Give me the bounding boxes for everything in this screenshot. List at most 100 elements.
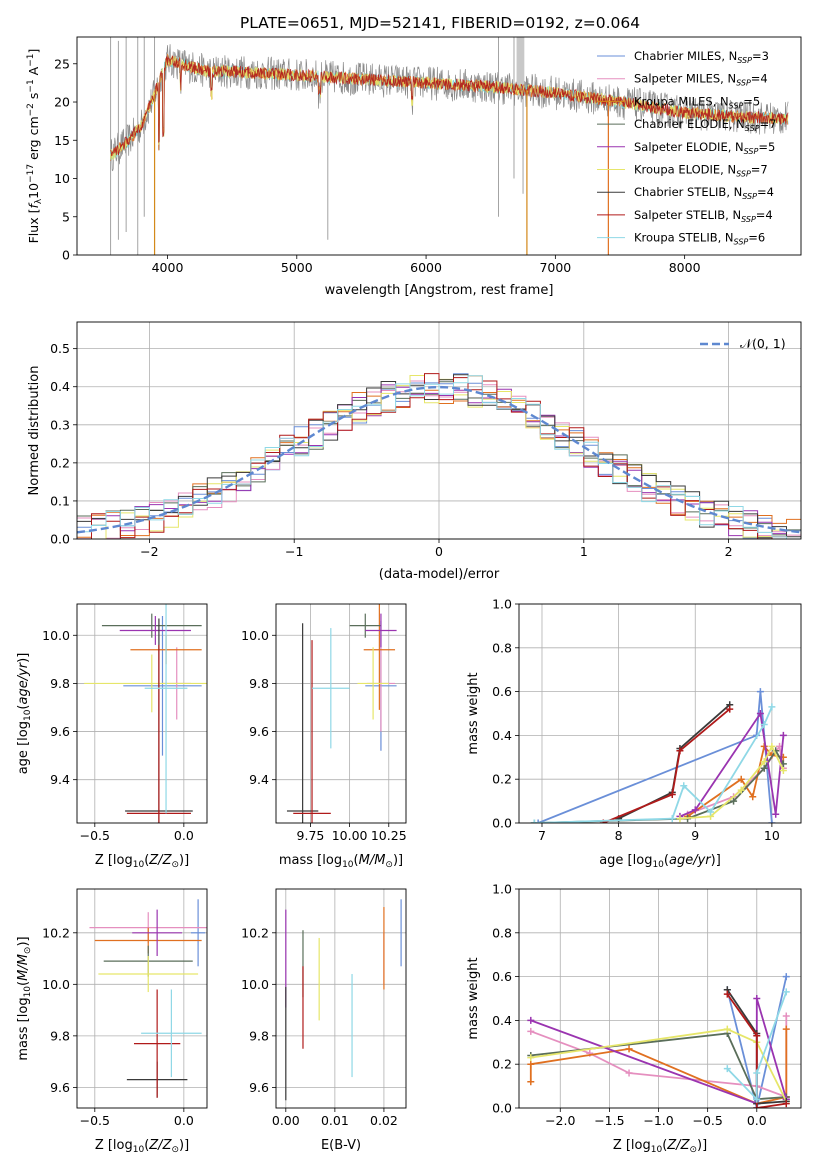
masked-region (516, 37, 525, 87)
age_vs_mass-ytick-label: 9.8 (249, 676, 269, 691)
series-line-8 (602, 708, 731, 823)
mw_vs_age-ytick-label: 1.0 (492, 597, 512, 612)
mw_vs_age-ytick-label: 0.6 (492, 684, 512, 699)
series-line-7 (618, 704, 731, 820)
mw-vs-Z-xlabel: Z [log10(Z/Z⊙)] (613, 1138, 707, 1155)
series-marker-6 (768, 742, 776, 750)
series-marker-1 (756, 688, 764, 696)
normal-curve (77, 385, 801, 534)
legend-label-1: Chabrier MILES, NSSP=3 (634, 49, 769, 65)
residuals-xtick-label: −2 (140, 544, 158, 559)
series-marker-9 (760, 720, 768, 728)
mass_vs_ebv-ytick-label: 9.6 (249, 1080, 269, 1095)
series-marker-5 (772, 810, 780, 818)
mw_vs_Z-xtick-label: −2.0 (545, 1113, 575, 1128)
series-marker-6 (527, 1054, 535, 1062)
series-line-4 (530, 1032, 787, 1101)
series-marker-8 (753, 1104, 761, 1108)
spectrum-lines (110, 37, 789, 255)
series-marker-6 (737, 786, 745, 794)
mass_vs_Z-frame (76, 888, 208, 1109)
mw_vs_age-series (530, 688, 787, 823)
spectrum-ytick-label: 15 (54, 133, 70, 148)
series-marker-2 (782, 1012, 790, 1020)
mw_vs_Z-xtick-label: −0.5 (692, 1113, 722, 1128)
residuals-xtick-label: 2 (725, 544, 733, 559)
series-marker-2 (527, 1027, 535, 1035)
age_vs_mass-xtick-label: 10.00 (332, 828, 368, 843)
series-marker-5 (756, 710, 764, 717)
mw_vs_age-xtick-label: 9 (691, 828, 699, 843)
series-marker-5 (527, 1016, 535, 1024)
series-marker-1 (768, 819, 776, 823)
legend-label-6: Kroupa ELODIE, NSSP=7 (634, 163, 768, 179)
series-line-6 (679, 744, 785, 820)
mass-ylabel: mass [log10(M/M⊙)] (16, 936, 33, 1060)
legend-label-4: Chabrier ELODIE, NSSP=7 (634, 117, 776, 133)
mass_vs_ebv-ytick-label: 10.2 (241, 925, 269, 940)
legend-label-7: Chabrier STELIB, NSSP=4 (634, 185, 774, 201)
mw_vs_Z-ytick-label: 0.4 (492, 1013, 512, 1028)
spectrum-xtick-label: 7000 (539, 260, 571, 275)
spectrum-xtick-label: 5000 (281, 260, 313, 275)
mw_vs_age-xtick-label: 8 (615, 828, 623, 843)
series-marker-9 (753, 1069, 761, 1077)
series-line-9 (534, 706, 773, 823)
spectrum-xtick-label: 4000 (152, 260, 184, 275)
series-marker-8 (723, 990, 731, 998)
mw_vs_Z-ytick-label: 1.0 (492, 882, 512, 897)
series-marker-8 (676, 747, 684, 755)
series-line-4 (534, 748, 785, 823)
normal-legend-label: 𝒩(0, 1) (740, 336, 786, 351)
series-marker-2 (625, 1069, 633, 1077)
legend-label-5: Salpeter ELODIE, NSSP=5 (634, 140, 775, 156)
age_vs_mass-xtick-label: 9.75 (297, 828, 325, 843)
residuals-ytick-label: 0.2 (50, 455, 70, 470)
spectrum-ytick-label: 10 (54, 171, 70, 186)
residuals-xtick-label: −1 (285, 544, 303, 559)
residuals-ylabel: Normed distribution (27, 366, 42, 496)
mass_vs_ebv-xtick-label: 0.02 (370, 1113, 398, 1128)
spectrum-ytick-label: 5 (62, 209, 70, 224)
series-marker-9 (723, 1065, 731, 1073)
series-marker-3 (625, 1045, 633, 1053)
spectrum-ylabel: Flux [fλ10−17 erg cm−2 s−1 A−1] (26, 49, 44, 244)
mw_vs_Z-xtick-label: 0.0 (747, 1113, 767, 1128)
spectrum-xtick-label: 6000 (410, 260, 442, 275)
age_vs_Z-axes: −0.5 0.0 9.4 9.6 9.8 10.0 (42, 604, 207, 843)
model-spectrum-line (110, 56, 789, 161)
series-marker-9 (768, 703, 776, 711)
mw_vs_age-ytick-label: 0.0 (492, 816, 512, 831)
series-marker-1 (782, 973, 790, 981)
mw_vs_age-ytick-label: 0.4 (492, 728, 512, 743)
histogram-series-9 (77, 375, 801, 539)
series-marker-8 (782, 1100, 790, 1108)
series-marker-4 (760, 764, 768, 772)
age_vs_mass-xtick-label: 10.25 (371, 828, 407, 843)
series-marker-6 (723, 1025, 731, 1033)
age_vs_Z-ytick-label: 9.8 (50, 676, 70, 691)
mass_vs_Z-ytick-label: 9.8 (50, 1028, 70, 1043)
age_vs_mass-ytick-label: 10.0 (241, 628, 269, 643)
mass_vs_Z-xtick-label: −0.5 (80, 1113, 110, 1128)
series-marker-5 (753, 995, 761, 1002)
series-marker-8 (668, 791, 676, 799)
mass_vs_ebv-points (285, 899, 402, 1101)
legend-label-3: Kroupa MILES, NSSP=5 (634, 94, 760, 110)
series-marker-9 (782, 988, 790, 996)
mass_vs_ebv-axes: 0.00 0.01 0.02 9.6 9.8 10.0 10.2 (241, 889, 406, 1128)
mw-vs-age-xlabel: age [log10(age/yr)] (599, 853, 721, 870)
series-marker-3 (749, 793, 757, 801)
mass-vs-Z-xlabel: Z [log10(Z/Z⊙)] (95, 1138, 189, 1155)
residuals-ytick-label: 0.0 (50, 532, 70, 547)
residuals-ytick-label: 0.4 (50, 379, 70, 394)
age_vs_Z-xtick-label: 0.0 (174, 828, 194, 843)
spectrum-xtick-label: 8000 (669, 260, 701, 275)
series-marker-6 (779, 766, 787, 774)
mw_vs_Z-xtick-label: −1.5 (594, 1113, 624, 1128)
age_vs_mass-axes: 9.75 10.00 10.25 9.4 9.6 9.8 10.0 (241, 604, 407, 843)
age_vs_mass-frame (275, 603, 407, 824)
mass_vs_ebv-ytick-label: 10.0 (241, 977, 269, 992)
series-marker-6 (760, 758, 768, 766)
